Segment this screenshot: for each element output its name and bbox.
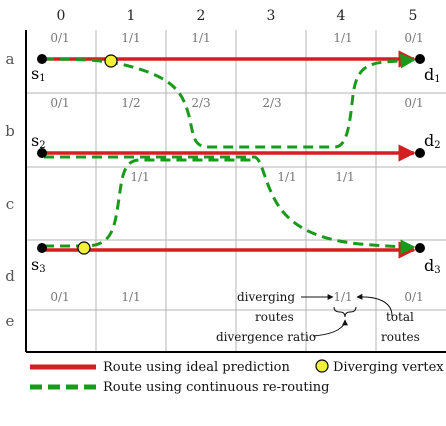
annotation-total-routes: routes <box>381 330 420 344</box>
rerouting-route-2 <box>44 155 416 255</box>
column-numbers: 0 1 2 3 4 5 <box>57 8 418 24</box>
node-d3-dot <box>415 243 425 253</box>
node-label-d2: d2 <box>424 131 441 151</box>
brace <box>333 306 357 318</box>
annotation-arrows <box>301 293 393 337</box>
ratio-label: 1/2 <box>121 96 140 110</box>
legend-ideal-label: Route using ideal prediction <box>103 360 290 375</box>
frame <box>25 30 446 353</box>
divergence-ratio-arrow <box>312 319 348 337</box>
ratio-label: 0/1 <box>50 290 69 304</box>
annotations: diverging routes total routes divergence… <box>216 290 420 344</box>
row-label: d <box>5 267 15 285</box>
ratios: 0/1 1/1 1/1 1/1 0/1 0/1 1/2 2/3 2/3 0/1 … <box>50 31 423 304</box>
ratio-label: 0/1 <box>404 31 423 45</box>
rerouting-routes <box>43 53 416 255</box>
diverging-vertex <box>104 54 118 68</box>
ratio-label: 0/1 <box>50 31 69 45</box>
ratio-label: 2/3 <box>191 96 210 110</box>
node-d1-dot <box>415 54 425 64</box>
rerouting-route-3 <box>44 158 255 248</box>
legend-diverging-vertex-label: Diverging vertex <box>333 360 444 375</box>
node-labels: s1 s2 s3 d1 d2 d3 <box>31 64 441 276</box>
row-labels: a b c d e <box>5 50 15 330</box>
column-number: 4 <box>337 8 346 24</box>
nodes <box>37 54 425 253</box>
node-label-s3: s3 <box>31 255 46 275</box>
legend-rerouting-label: Route using continuous re-routing <box>103 380 329 395</box>
node-d2-dot <box>415 148 425 158</box>
row-label: c <box>6 195 14 213</box>
column-number: 1 <box>127 8 136 24</box>
annotation-diverging: diverging <box>237 290 295 304</box>
ratio-label: 1/1 <box>333 290 352 304</box>
ratio-label: 0/1 <box>50 96 69 110</box>
ratio-label: 2/3 <box>262 96 281 110</box>
column-number: 5 <box>409 8 418 24</box>
node-s2-dot <box>37 148 47 158</box>
node-label-s2: s2 <box>31 131 46 151</box>
legend-diverging-vertex-swatch <box>315 359 329 373</box>
node-label-d1: d1 <box>424 65 441 85</box>
annotation-total: total <box>386 310 414 324</box>
column-number: 2 <box>197 8 206 24</box>
ratio-label: 0/1 <box>404 290 423 304</box>
ratio-label: 1/1 <box>333 31 352 45</box>
annotation-routes: routes <box>255 310 294 324</box>
column-number: 0 <box>57 8 66 24</box>
node-s3-dot <box>37 243 47 253</box>
ratio-label: 1/1 <box>191 31 210 45</box>
diverging-vertices <box>77 54 118 255</box>
node-s1-dot <box>37 54 47 64</box>
ratio-label: 1/1 <box>121 31 140 45</box>
ideal-routes <box>42 50 416 259</box>
ratio-label: 1/1 <box>277 170 296 184</box>
diverging-vertex <box>77 241 91 255</box>
legend: Route using ideal prediction Diverging v… <box>30 359 444 395</box>
column-number: 3 <box>267 8 276 24</box>
ratio-label: 0/1 <box>404 96 423 110</box>
node-label-s1: s1 <box>31 64 46 84</box>
ratio-label: 1/1 <box>335 170 354 184</box>
ratio-label: 1/1 <box>130 170 149 184</box>
total-arrow <box>356 293 393 317</box>
row-label: b <box>5 122 15 140</box>
row-label: a <box>6 50 15 68</box>
ratio-label: 1/1 <box>121 290 140 304</box>
grid <box>26 30 446 352</box>
node-label-d3: d3 <box>424 256 441 276</box>
annotation-divergence-ratio: divergence ratio <box>216 330 316 344</box>
row-label: e <box>6 312 15 330</box>
rerouting-route-1 <box>43 53 416 149</box>
